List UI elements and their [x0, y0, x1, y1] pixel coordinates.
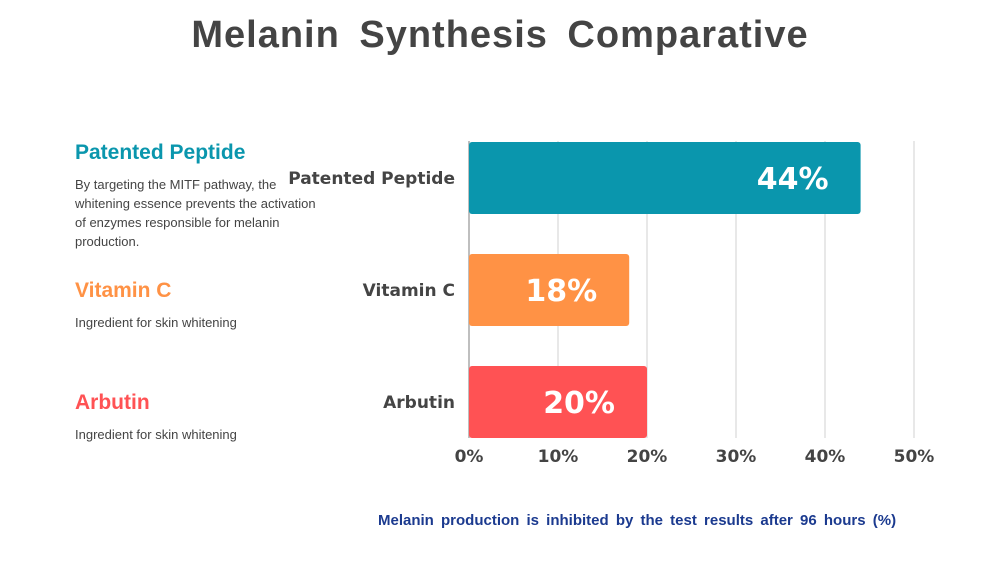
chart-title: Melanin Synthesis Comparative [191, 14, 809, 56]
labels: 0% 10% 20% 30% 40% 50% 44% Patented Peptide 18% V… [288, 162, 934, 467]
bar-vitamin-c [469, 254, 630, 326]
x-tick-label: 0% [455, 447, 484, 467]
x-tick-label: 50% [894, 447, 935, 467]
x-tick-label: 40% [805, 447, 846, 467]
category-label: Vitamin C [363, 281, 455, 301]
category-label: Arbutin [383, 393, 455, 413]
footnote: Melanin production is inhibited by the t… [378, 512, 897, 529]
legend-description-line: production. [75, 234, 140, 249]
legend-description-line: By targeting the MITF pathway, the [75, 177, 277, 192]
bar-value-label: 44% [757, 162, 829, 197]
category-label: Patented Peptide [288, 169, 455, 189]
legend-description-line: Ingredient for skin whitening [75, 427, 237, 442]
x-tick-label: 20% [627, 447, 668, 467]
legend-description-arbutin: Ingredient for skin whitening [75, 425, 340, 444]
bar-value-label: 20% [543, 386, 615, 421]
legend-description-vitamin-c: Ingredient for skin whitening [75, 313, 340, 332]
legend-heading-patented-peptide: Patented Peptide [75, 141, 246, 164]
legend-description-patented-peptide: By targeting the MITF pathway, the white… [75, 175, 340, 251]
legend-description-line: whitening essence prevents the activatio… [75, 196, 316, 211]
legend-description-line: of enzymes responsible for melanin [75, 215, 280, 230]
bar-arbutin [469, 366, 647, 438]
legend-block-vitamin-c: Vitamin C Ingredient for skin whitening [75, 279, 340, 332]
legend-block-patented-peptide: Patented Peptide By targeting the MITF p… [75, 141, 340, 251]
legend-block-arbutin: Arbutin Ingredient for skin whitening [75, 391, 340, 444]
legend-heading-vitamin-c: Vitamin C [75, 279, 172, 302]
bar-value-label: 18% [525, 274, 597, 309]
x-tick-label: 30% [716, 447, 757, 467]
legend-heading-arbutin: Arbutin [75, 391, 150, 414]
legend-description-line: Ingredient for skin whitening [75, 315, 237, 330]
x-tick-label: 10% [538, 447, 579, 467]
bar-patented-peptide [469, 142, 861, 214]
bars [469, 142, 861, 438]
